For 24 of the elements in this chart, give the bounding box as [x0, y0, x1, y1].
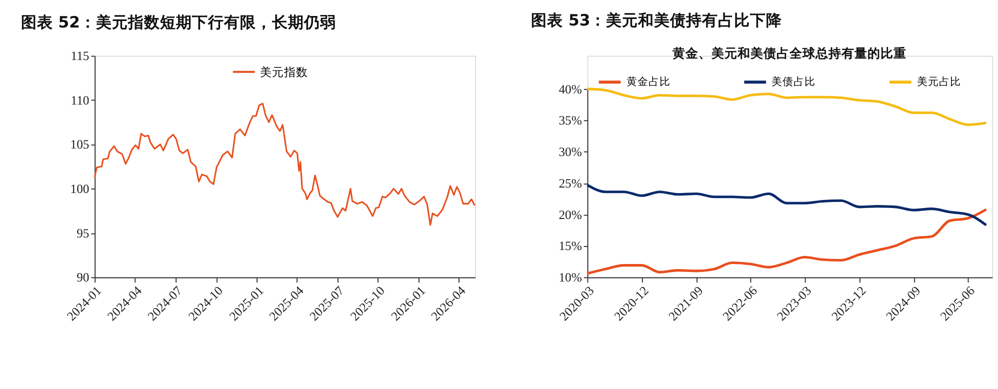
- legend-label: 美元占比: [917, 75, 962, 88]
- y-tick-label: 90: [76, 270, 90, 285]
- y-tick-label: 20%: [558, 208, 582, 222]
- legend-label: 美债占比: [772, 75, 816, 88]
- y-tick-label: 30%: [558, 145, 582, 160]
- legend-label: 美元指数: [260, 64, 308, 79]
- chart-subtitle: 黄金、美元和美债占全球总持有量的比重: [672, 46, 907, 61]
- line-series: [586, 208, 988, 275]
- y-tick-label: 15%: [558, 239, 582, 254]
- y-tick-label: 95: [76, 226, 90, 240]
- y-tick-label: 110: [70, 93, 90, 108]
- y-tick-label: 10%: [558, 270, 582, 285]
- y-tick-label: 100: [70, 182, 90, 196]
- chart-title: 图表 52：美元指数短期下行有限，长期仍弱: [20, 12, 336, 32]
- y-tick-label: 105: [70, 138, 90, 152]
- line-series: [586, 184, 988, 226]
- y-tick-label: 40%: [558, 82, 582, 96]
- y-tick-label: 25%: [558, 176, 582, 190]
- y-tick-label: 115: [70, 49, 90, 64]
- y-tick-label: 35%: [558, 114, 582, 128]
- chart-title: 图表 53：美元和美债持有占比下降: [531, 10, 784, 30]
- line-series: [586, 88, 988, 126]
- line-series: [94, 102, 476, 226]
- legend-label: 黄金占比: [626, 75, 670, 88]
